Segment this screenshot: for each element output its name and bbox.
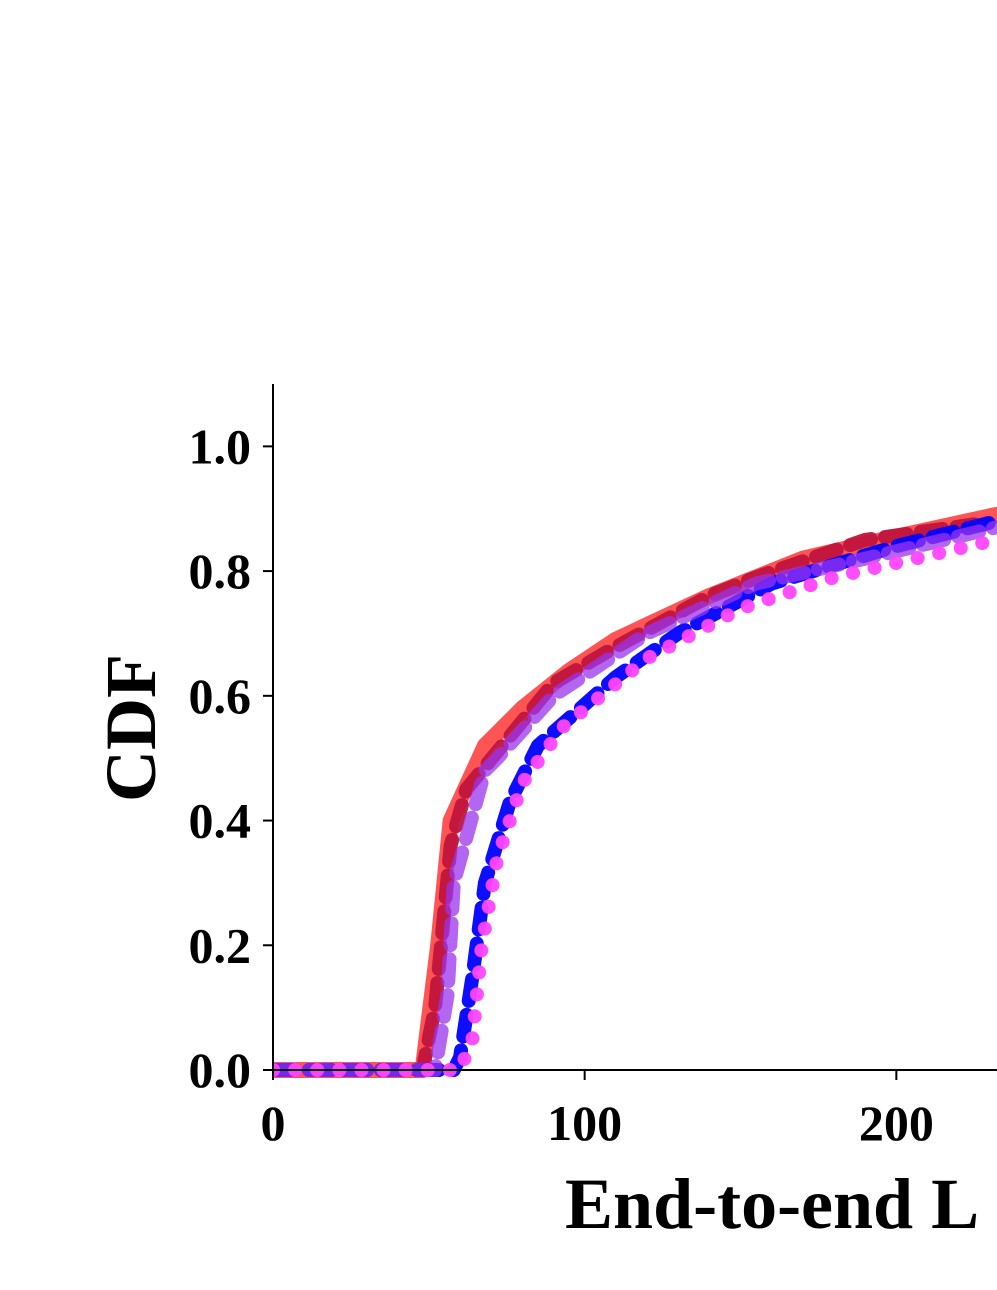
y-tick-label: 1.0 [189, 418, 252, 474]
x-tick-label: 100 [547, 1095, 622, 1151]
y-tick-label: 0.0 [189, 1042, 252, 1098]
cdf-line [273, 520, 997, 1077]
cdf-line [273, 532, 997, 1077]
y-tick-label: 0.4 [189, 793, 252, 849]
x-tick-label: 0 [261, 1095, 286, 1151]
cdf-line [273, 514, 997, 1077]
y-tick-label: 0.2 [189, 917, 252, 973]
cdf-line [273, 506, 997, 1078]
plot-area [273, 506, 997, 1078]
y-tick-label: 0.8 [189, 543, 252, 599]
x-axis-title: End-to-end L [565, 1164, 979, 1244]
y-axis-title: CDF [91, 654, 171, 802]
cdf-line [273, 517, 982, 1077]
y-tick-label: 0.6 [189, 668, 252, 724]
x-tick-label: 200 [859, 1095, 934, 1151]
